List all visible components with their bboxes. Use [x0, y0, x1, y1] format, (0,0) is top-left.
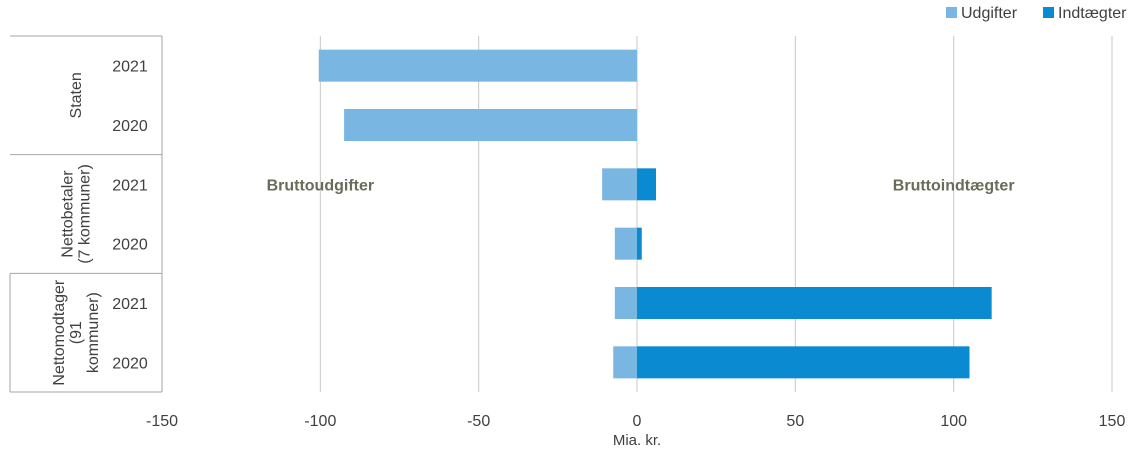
- bar-udgifter: [602, 168, 637, 201]
- group-label: Staten: [68, 72, 85, 118]
- x-axis-title: Mia. kr.: [613, 432, 661, 449]
- legend-label: Udgifter: [961, 5, 1018, 22]
- x-tick-label: 150: [1099, 413, 1126, 430]
- legend: Udgifter Indtægter: [946, 5, 1127, 22]
- bar-udgifter: [344, 109, 637, 141]
- x-tick-label: -50: [467, 413, 490, 430]
- group-label: Nettobetaler(7 kommuner): [60, 164, 94, 264]
- x-tick-label: -150: [146, 413, 178, 430]
- bar-udgifter: [614, 287, 637, 319]
- annotation-label: Bruttoudgifter: [267, 177, 375, 194]
- category-label: 2020: [112, 118, 148, 135]
- legend-swatch: [946, 7, 957, 18]
- legend-label: Indtægter: [1058, 5, 1127, 22]
- x-tick-label: 50: [786, 413, 804, 430]
- category-label: 2021: [112, 59, 148, 76]
- bar-udgifter: [318, 49, 637, 82]
- category-label: 2021: [112, 177, 148, 194]
- x-axis-ticks: -150 -100 -50 0 50 100 150: [146, 413, 1125, 430]
- bar-indtægter: [637, 287, 992, 319]
- bar-indtægter: [637, 346, 970, 379]
- category-axis: 2021 2020 2021 2020 2021 2020 Staten Nettobetal…: [9, 35, 163, 393]
- bar-udgifter: [613, 346, 637, 379]
- category-label: 2020: [112, 237, 148, 254]
- group-label: Nettomodtager(91kommuner): [51, 279, 102, 386]
- x-tick-label: 100: [940, 413, 967, 430]
- legend-swatch: [1043, 7, 1054, 18]
- grid-layer: [319, 36, 1113, 392]
- bar-indtægter: [637, 227, 642, 260]
- category-label: 2021: [112, 296, 148, 313]
- annotations: Bruttoudgifter Bruttoindtægter: [267, 177, 1015, 194]
- bars-layer: [318, 49, 992, 379]
- bar-udgifter: [614, 227, 637, 260]
- annotation-label: Bruttoindtægter: [893, 177, 1015, 194]
- x-tick-label: 0: [633, 413, 642, 430]
- x-tick-label: -100: [304, 413, 336, 430]
- bar-indtægter: [637, 168, 656, 201]
- category-label: 2020: [112, 355, 148, 372]
